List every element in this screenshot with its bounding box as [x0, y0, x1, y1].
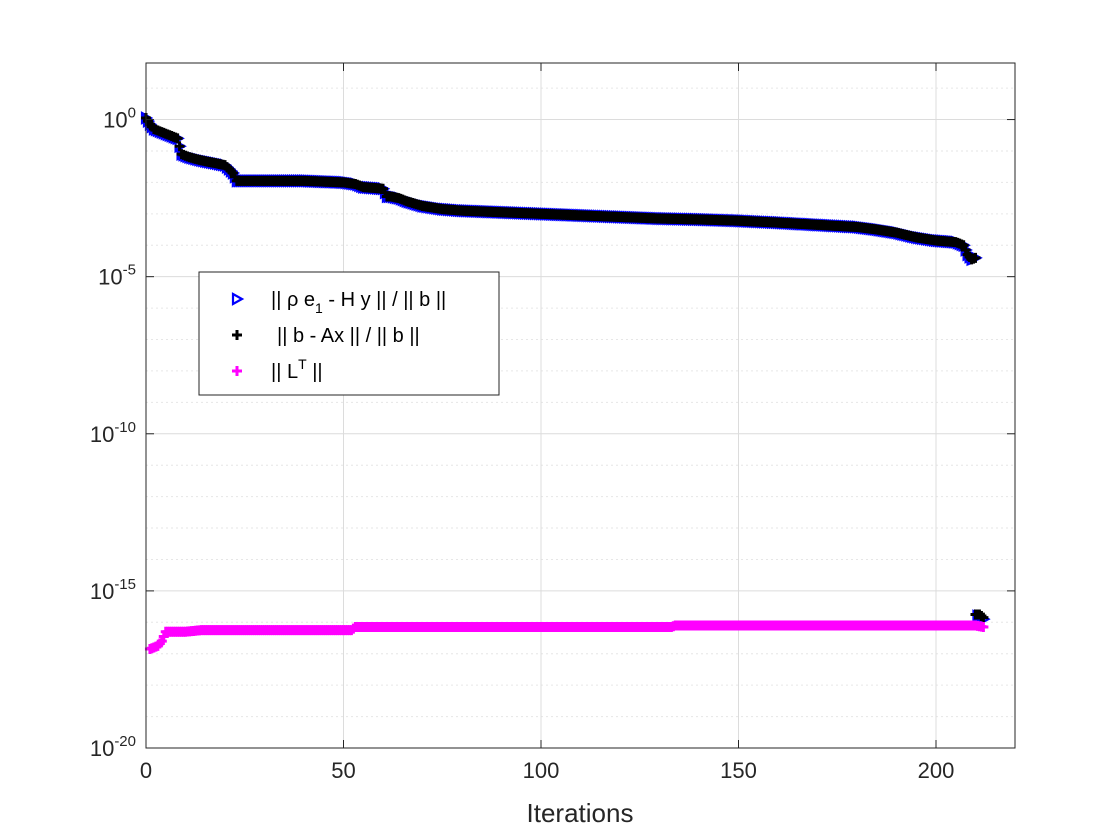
y-tick-label: 10-20 [90, 733, 136, 761]
x-axis-ticks: 0 50 100 150 200 [140, 63, 954, 783]
x-tick-label: 50 [331, 758, 355, 783]
legend-marker [231, 292, 245, 306]
x-tick-label: 150 [720, 758, 757, 783]
data-marks [140, 111, 991, 655]
series-2 [141, 112, 989, 623]
x-tick-label: 200 [918, 758, 955, 783]
data-point [978, 622, 989, 633]
legend-box [198, 271, 500, 396]
y-tick-label: 10-5 [98, 262, 136, 290]
data-point [172, 133, 183, 144]
y-axis-ticks: 100 10-5 10-10 10-15 10-20 [90, 105, 1015, 761]
data-point [978, 612, 989, 623]
legend-marker [232, 366, 242, 376]
legend-entry-label: || LT || [271, 356, 323, 383]
x-tick-label: 0 [140, 758, 152, 783]
legend-entry-label: || b - Ax || / || b || [277, 325, 420, 347]
series-3 [144, 620, 989, 655]
data-point [970, 252, 981, 263]
y-tick-label: 100 [103, 105, 136, 133]
x-tick-label: 100 [523, 758, 560, 783]
x-axis-label: Iterations [527, 798, 634, 828]
y-tick-label: 10-10 [90, 419, 136, 447]
legend-marker [232, 330, 242, 340]
data-point [174, 141, 185, 152]
y-tick-label: 10-15 [90, 576, 136, 604]
plot-area-background [146, 63, 1015, 748]
plot-area-border [145, 62, 1016, 749]
legend: || ρ e1 - H y || / || b || || b - Ax || /… [198, 271, 500, 396]
legend-entry-label: || ρ e1 - H y || / || b || [271, 289, 446, 316]
